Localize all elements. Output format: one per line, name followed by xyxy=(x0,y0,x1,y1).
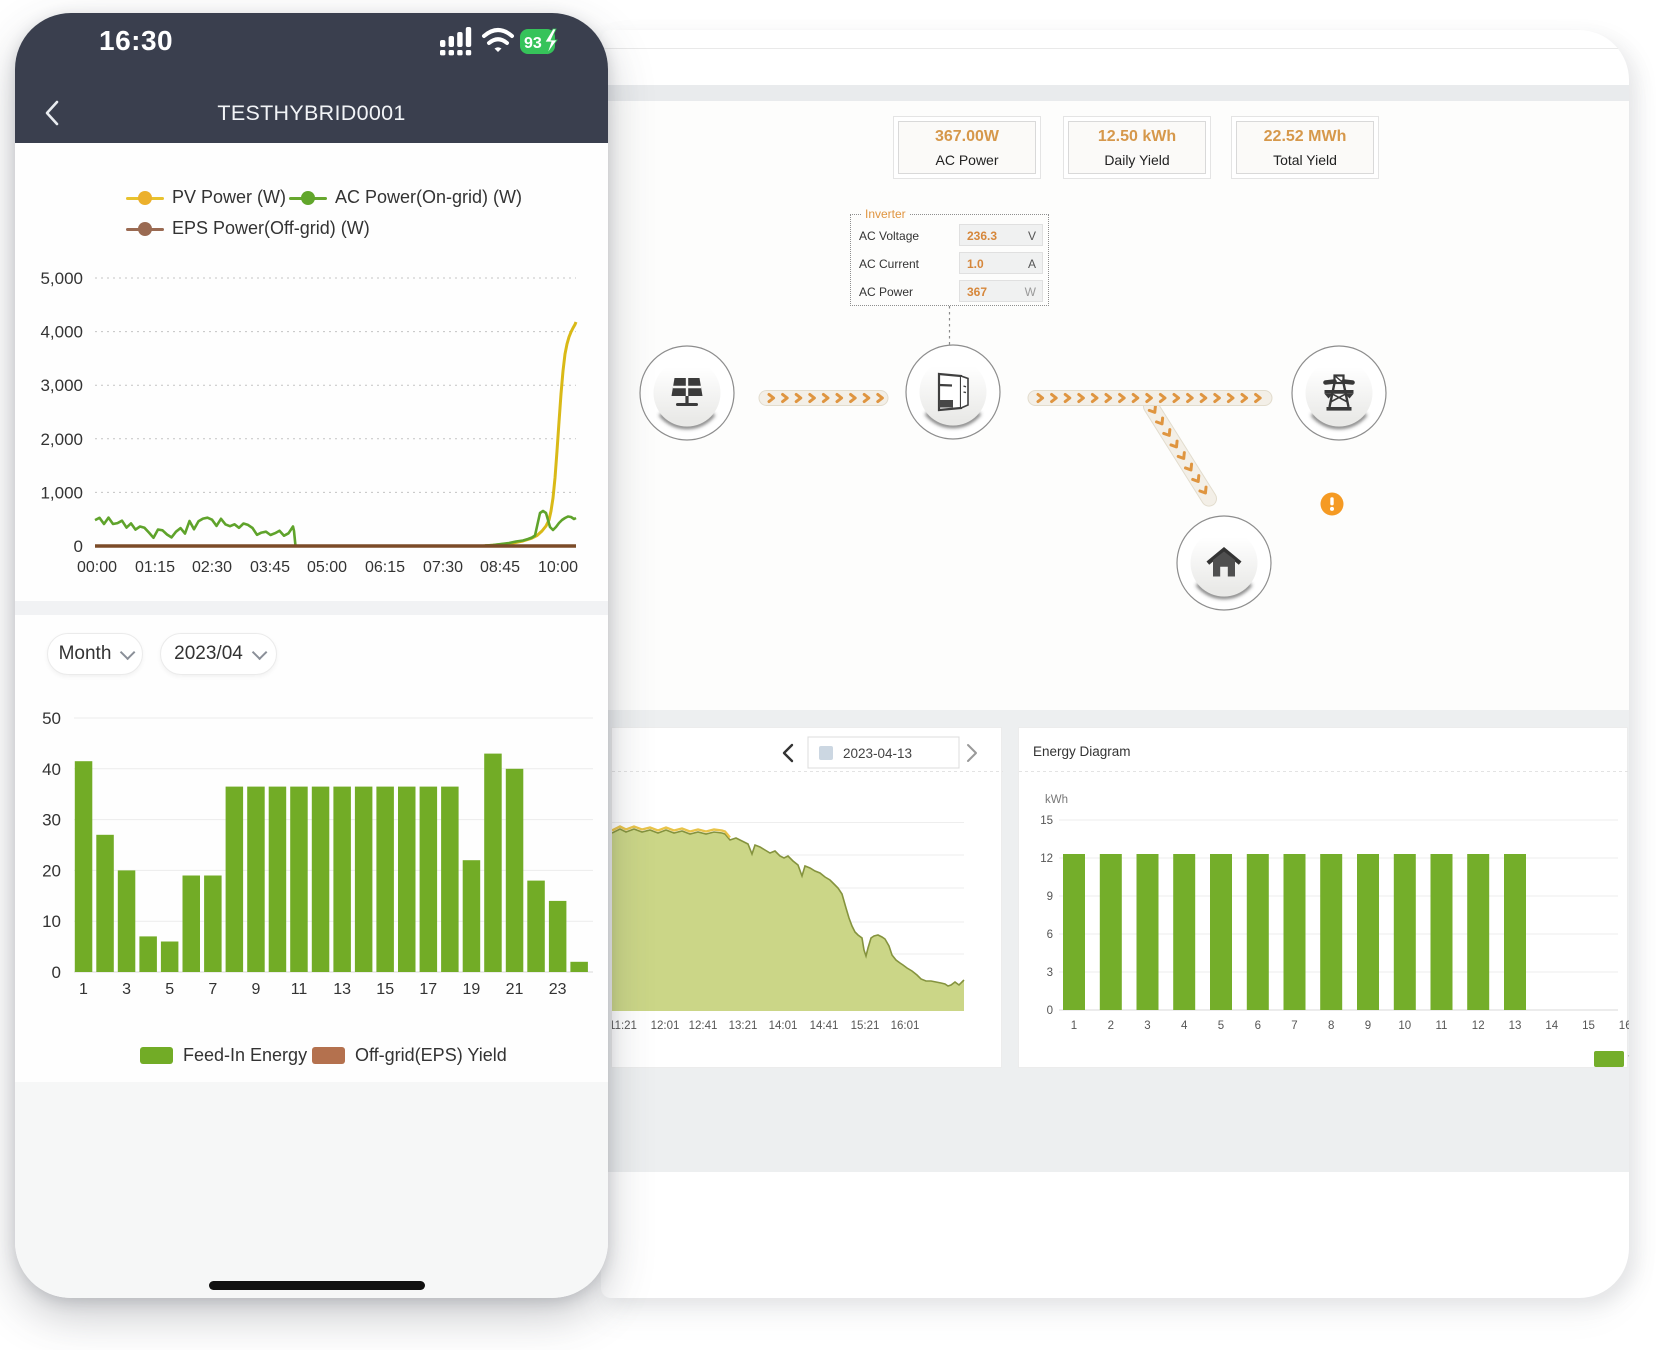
svg-text:02:30: 02:30 xyxy=(192,559,232,576)
svg-text:07:30: 07:30 xyxy=(423,559,463,576)
svg-text:1: 1 xyxy=(1071,1020,1077,1032)
svg-text:2,000: 2,000 xyxy=(40,430,83,449)
svg-text:7: 7 xyxy=(1291,1020,1297,1032)
svg-text:01:15: 01:15 xyxy=(135,559,175,576)
svg-text:0: 0 xyxy=(74,537,83,556)
svg-text:10:00: 10:00 xyxy=(538,559,578,576)
svg-text:11:21: 11:21 xyxy=(612,1020,637,1032)
svg-text:17: 17 xyxy=(419,981,437,998)
svg-text:93: 93 xyxy=(524,35,542,52)
svg-text:3: 3 xyxy=(1047,967,1053,979)
svg-text:9: 9 xyxy=(1365,1020,1371,1032)
svg-text:14:41: 14:41 xyxy=(810,1020,839,1032)
svg-text:03:45: 03:45 xyxy=(250,559,290,576)
svg-text:15:21: 15:21 xyxy=(851,1020,880,1032)
svg-text:23: 23 xyxy=(549,981,567,998)
svg-text:05:00: 05:00 xyxy=(307,559,347,576)
svg-text:13: 13 xyxy=(333,981,351,998)
svg-text:13:21: 13:21 xyxy=(729,1020,758,1032)
svg-text:11: 11 xyxy=(1436,1020,1448,1032)
svg-text:0: 0 xyxy=(52,963,61,982)
svg-text:11: 11 xyxy=(291,981,308,998)
svg-text:1: 1 xyxy=(79,981,88,998)
svg-text:06:15: 06:15 xyxy=(365,559,405,576)
svg-text:10: 10 xyxy=(42,912,61,931)
svg-text:12:41: 12:41 xyxy=(689,1020,718,1032)
svg-text:5: 5 xyxy=(1218,1020,1224,1032)
svg-text:2: 2 xyxy=(1108,1020,1114,1032)
svg-text:12: 12 xyxy=(1040,853,1053,865)
svg-text:4,000: 4,000 xyxy=(40,323,83,342)
svg-text:7: 7 xyxy=(208,981,217,998)
svg-text:00:00: 00:00 xyxy=(77,559,117,576)
svg-text:4: 4 xyxy=(1181,1020,1188,1032)
svg-text:14: 14 xyxy=(1545,1020,1558,1032)
svg-text:15: 15 xyxy=(376,981,394,998)
svg-text:12: 12 xyxy=(1472,1020,1485,1032)
svg-text:16: 16 xyxy=(1619,1020,1629,1032)
svg-text:14:01: 14:01 xyxy=(769,1020,798,1032)
svg-text:08:45: 08:45 xyxy=(480,559,520,576)
svg-text:Yi: Yi xyxy=(1628,1053,1629,1067)
svg-text:9: 9 xyxy=(251,981,260,998)
svg-text:30: 30 xyxy=(42,811,61,830)
svg-text:5: 5 xyxy=(165,981,174,998)
svg-text:1,000: 1,000 xyxy=(40,483,83,502)
svg-text:16:01: 16:01 xyxy=(891,1020,920,1032)
svg-text:50: 50 xyxy=(42,709,61,728)
svg-text:Energy Diagram: Energy Diagram xyxy=(1033,744,1131,759)
svg-text:21: 21 xyxy=(506,981,524,998)
svg-text:9: 9 xyxy=(1047,891,1053,903)
svg-text:2023-04-13: 2023-04-13 xyxy=(843,746,912,761)
svg-text:10: 10 xyxy=(1398,1020,1411,1032)
svg-text:8: 8 xyxy=(1328,1020,1334,1032)
svg-text:40: 40 xyxy=(42,760,61,779)
svg-text:6: 6 xyxy=(1047,929,1053,941)
svg-text:19: 19 xyxy=(463,981,481,998)
svg-text:5,000: 5,000 xyxy=(40,269,83,288)
svg-text:6: 6 xyxy=(1255,1020,1261,1032)
svg-text:20: 20 xyxy=(42,861,61,880)
svg-text:15: 15 xyxy=(1040,815,1053,827)
svg-text:3: 3 xyxy=(122,981,131,998)
svg-text:kWh: kWh xyxy=(1045,794,1068,806)
svg-text:0: 0 xyxy=(1047,1005,1053,1017)
svg-text:15: 15 xyxy=(1582,1020,1595,1032)
svg-text:12:01: 12:01 xyxy=(651,1020,680,1032)
svg-text:3: 3 xyxy=(1144,1020,1150,1032)
svg-text:13: 13 xyxy=(1509,1020,1522,1032)
svg-text:3,000: 3,000 xyxy=(40,376,83,395)
